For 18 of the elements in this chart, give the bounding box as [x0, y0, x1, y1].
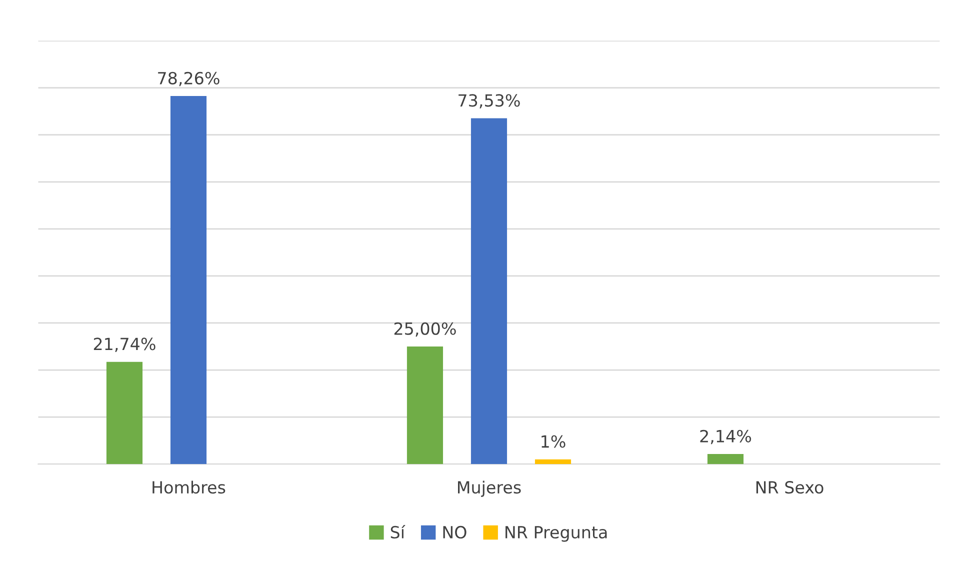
bar — [707, 454, 744, 464]
bar — [170, 96, 207, 464]
legend-label: NR Pregunta — [506, 526, 607, 542]
x-tick-label: NR Sexo — [756, 481, 824, 494]
x-tick-label: Hombres — [152, 480, 226, 494]
bar — [406, 346, 444, 464]
data-label: 2,14% — [700, 430, 752, 444]
bar — [470, 118, 508, 464]
legend-label: NO — [443, 526, 466, 539]
data-label: 78,26% — [158, 72, 220, 86]
data-label: 73,53% — [458, 94, 520, 108]
legend-label: Sí — [390, 524, 406, 539]
data-label: 25,00% — [394, 322, 456, 337]
x-tick-label: Mujeres — [458, 480, 521, 497]
bar — [534, 459, 572, 464]
data-label: 21,74% — [94, 338, 156, 352]
data-label: 1% — [542, 435, 566, 448]
bar — [106, 362, 143, 464]
